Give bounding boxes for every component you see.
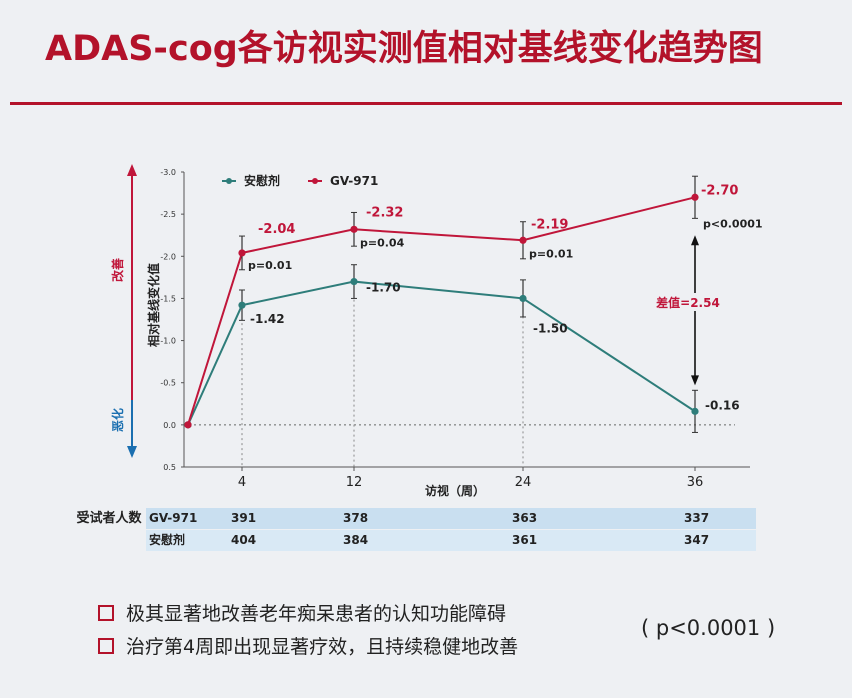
table-cell: 363 [512,511,538,525]
p-value-label: p=0.04 [360,236,405,249]
table-cell-group: 安慰剂 [149,533,186,547]
table-row [146,530,756,551]
line-chart: -3.0 -2.5 -2.0 -1.5 -1.0 -0.5 0.0 0.5 4 12 24 36 访视（… [110,164,763,498]
data-point [238,301,246,309]
table-cell: 337 [684,511,710,525]
p-value-label: p=0.01 [248,259,292,272]
list-item: 极其显著地改善老年痴呆患者的认知功能障碍 [98,598,838,631]
legend-marker [312,178,318,184]
legend-entry: GV-971 [330,174,378,188]
legend-entry: 安慰剂 [244,173,280,188]
data-point [519,236,527,244]
difference-arrow-head-down [691,375,699,386]
list-item: 治疗第4周即出现显著疗效，且持续稳健地改善 [98,631,838,664]
data-label-placebo: -1.70 [366,281,401,295]
p-value-label: p=0.01 [529,247,573,260]
difference-label-bg [650,293,726,311]
data-point [184,421,192,429]
difference-label: 差值=2.54 [655,295,720,310]
data-label-gv971: -2.32 [366,205,403,220]
data-label-gv971: -2.19 [531,217,568,232]
y-tick-label: 0.0 [163,421,176,430]
checkbox-square-icon [98,637,114,654]
series-line-placebo [187,280,696,426]
x-tick-label: 36 [687,475,704,490]
table-cell: 347 [684,533,710,547]
x-axis-label: 访视（周） [425,483,485,498]
table-row [146,508,756,529]
improve-label: 改善 [110,258,125,282]
table-cell: 361 [512,533,538,547]
y-tick-label: -3.0 [160,168,176,177]
table-cell-group: GV-971 [149,511,198,525]
table-cell: 404 [231,533,257,547]
table-header: 受试者人数 [76,511,142,526]
y-tick-label: 0.5 [163,463,176,472]
data-point [691,407,699,415]
data-label-placebo: -1.50 [533,321,568,335]
worsen-arrow-head [127,446,137,458]
difference-arrow-head-up [691,235,699,246]
y-axis-label: 相对基线变化值 [146,263,161,347]
title-divider [10,102,842,105]
table-cell: 391 [231,511,257,525]
data-point [350,277,358,286]
data-point [238,249,246,257]
y-tick-label: -2.0 [160,252,176,261]
x-tick-label: 24 [515,475,532,490]
data-label-placebo: -0.16 [705,398,740,412]
improve-arrow-head [127,164,137,176]
p-value-note: ( p<0.0001 ) [641,616,776,640]
x-tick-label: 4 [238,475,246,490]
data-point [350,225,358,233]
data-label-gv971: -2.04 [258,222,295,237]
worsen-label: 恶化 [110,408,125,432]
data-point [519,294,527,303]
y-tick-label: -2.5 [160,210,176,219]
data-point [691,193,699,201]
data-label-placebo: -1.42 [250,312,285,326]
data-label-gv971: -2.70 [701,183,738,198]
checkbox-square-icon [98,604,114,621]
table-cell: 384 [343,533,369,547]
table-cell: 378 [343,511,369,525]
y-tick-label: -1.0 [160,337,176,346]
y-tick-label: -1.5 [160,294,176,303]
p-value-label: p<0.0001 [703,217,763,230]
bullet-list: 极其显著地改善老年痴呆患者的认知功能障碍 治疗第4周即出现显著疗效，且持续稳健地… [98,598,838,664]
enrollment-table: 受试者人数 GV-971 391 378 363 337 安慰剂 404 384 361 347 [74,505,764,552]
legend-marker [226,178,232,184]
x-tick-label: 12 [346,475,363,490]
page-title: ADAS-cog各访视实测值相对基线变化趋势图 [45,29,763,69]
y-tick-label: -0.5 [160,379,176,388]
